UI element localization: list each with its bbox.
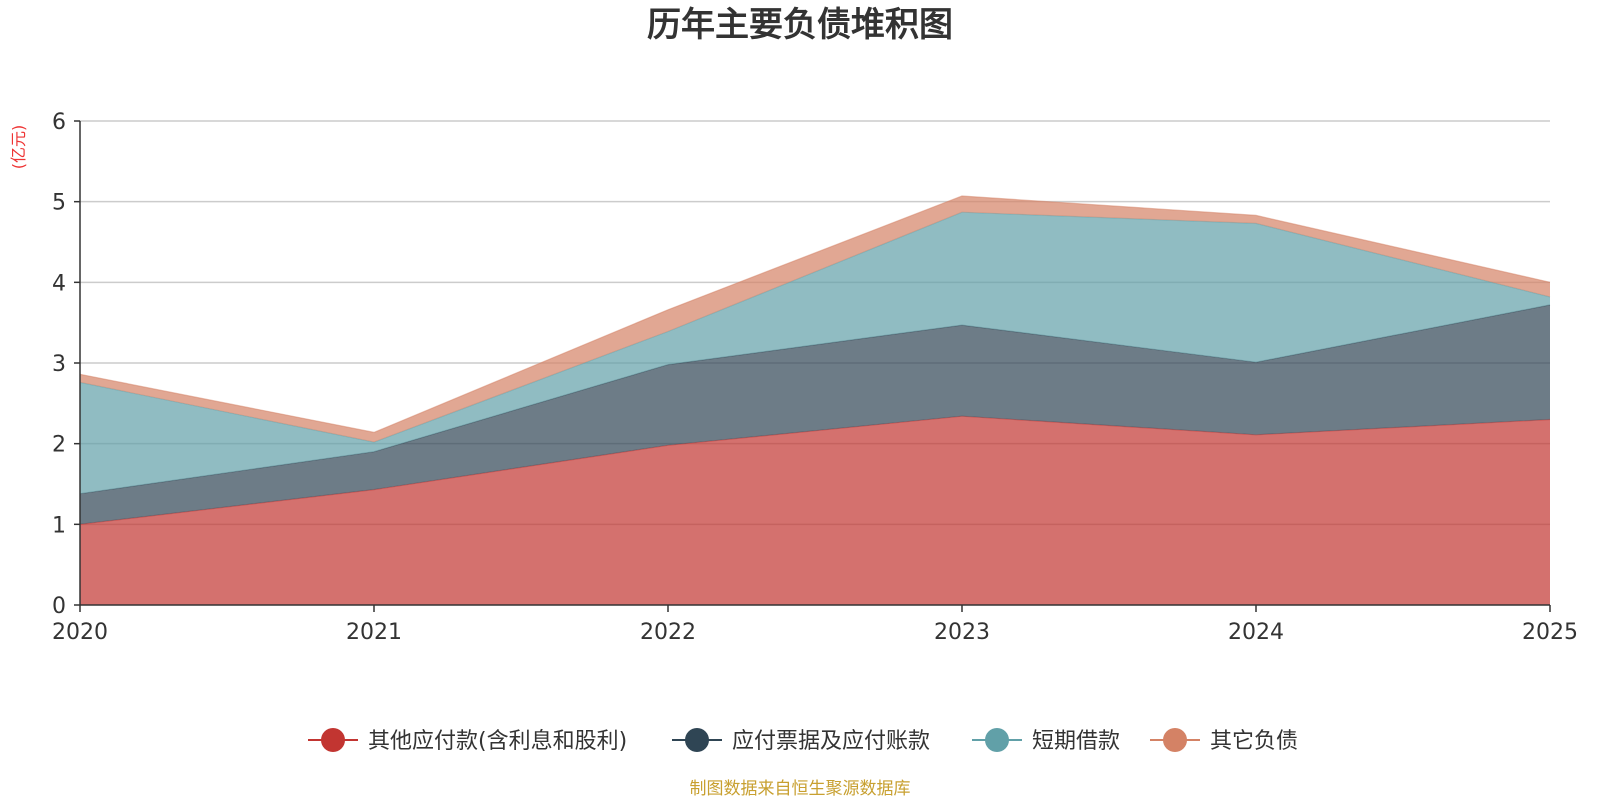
data-source-label: 制图数据来自恒生聚源数据库 [690, 779, 911, 799]
x-tick-label: 2022 [640, 620, 696, 645]
legend: 其他应付款(含利息和股利) 应付票据及应付账款 短期借款 其它负债 [308, 728, 1298, 754]
legend-swatch-marker [685, 728, 709, 752]
area-series-3 [80, 212, 1550, 494]
legend-label: 短期借款 [1032, 729, 1120, 754]
legend-label: 应付票据及应付账款 [732, 729, 930, 754]
chart-title: 历年主要负债堆积图 [647, 5, 953, 45]
y-tick-label: 4 [52, 271, 66, 296]
y-tick-label: 3 [52, 352, 66, 377]
legend-swatch-marker [321, 728, 345, 752]
y-tick-label: 1 [52, 513, 66, 538]
area-series-4-outline [79, 195, 1551, 434]
x-tick-label: 2021 [346, 620, 402, 645]
y-tick-label: 2 [52, 433, 66, 458]
legend-label: 其他应付款(含利息和股利) [368, 729, 627, 754]
legend-item-2[interactable]: 应付票据及应付账款 [672, 728, 930, 754]
legend-item-1[interactable]: 其他应付款(含利息和股利) [308, 728, 627, 754]
y-tick-label: 6 [52, 110, 66, 135]
x-tick-label: 2025 [1522, 620, 1578, 645]
legend-item-4[interactable]: 其它负债 [1150, 728, 1298, 754]
legend-swatch-marker [1163, 728, 1187, 752]
area-series-2 [80, 304, 1550, 525]
y-axis-unit-label: (亿元) [9, 125, 28, 170]
area-series-1 [80, 416, 1550, 605]
y-tick-label: 0 [52, 594, 66, 619]
x-tick-label: 2020 [52, 620, 108, 645]
area-series-layer [79, 195, 1551, 605]
axes: 0 1 2 3 4 5 6 2020 2021 2022 2023 2024 2025 [52, 110, 1578, 645]
legend-swatch-marker [985, 728, 1009, 752]
legend-item-3[interactable]: 短期借款 [972, 728, 1120, 754]
legend-label: 其它负债 [1210, 729, 1298, 754]
x-tick-label: 2023 [934, 620, 990, 645]
y-tick-label: 5 [52, 191, 66, 216]
x-tick-label: 2024 [1228, 620, 1284, 645]
